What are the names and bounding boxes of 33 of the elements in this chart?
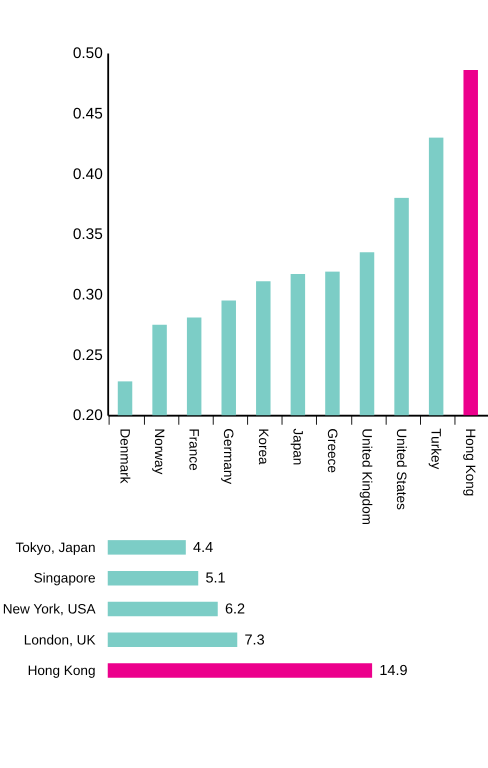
x-tick-label: United Kingdom [359, 428, 374, 525]
y-tick-label: 0.35 [72, 226, 103, 244]
data-label: 5.1 [205, 570, 226, 587]
x-tick-label: Korea [256, 428, 271, 466]
x-tick-label: Germany [221, 428, 236, 484]
bar [108, 663, 372, 678]
y-tick-label: 0.50 [72, 45, 103, 62]
y-tick-label: 0.45 [72, 105, 103, 122]
x-tick-label: France [186, 428, 202, 471]
data-label: 6.2 [224, 602, 246, 618]
y-tick-label: London, UK [24, 632, 96, 648]
data-label: 14.9 [379, 663, 408, 680]
data-label: 4.4 [193, 540, 214, 556]
bar [108, 602, 218, 616]
y-tick-label: New York, USA [2, 602, 96, 617]
x-tick-label: Hong Kong [463, 428, 478, 496]
bar [108, 540, 186, 555]
x-tick-label: Denmark [118, 428, 132, 484]
x-tick-label: Japan [290, 428, 306, 466]
x-tick-label: Greece [324, 428, 340, 473]
y-tick-label: 0.30 [72, 286, 103, 304]
x-tick-label: United States [394, 428, 410, 510]
data-label: 7.3 [244, 632, 265, 648]
y-tick-label: Hong Kong [28, 663, 96, 678]
y-tick-label: 0.40 [72, 166, 103, 183]
bar [108, 570, 198, 586]
y-tick-label: 0.20 [72, 407, 103, 424]
bar [108, 632, 238, 648]
x-tick-label: Turkey [428, 428, 444, 470]
y-tick-label: 0.25 [72, 346, 103, 364]
y-tick-label: Tokyo, Japan [16, 540, 96, 555]
x-tick-label: Norway [152, 428, 168, 475]
y-tick-label: Singapore [34, 570, 96, 586]
